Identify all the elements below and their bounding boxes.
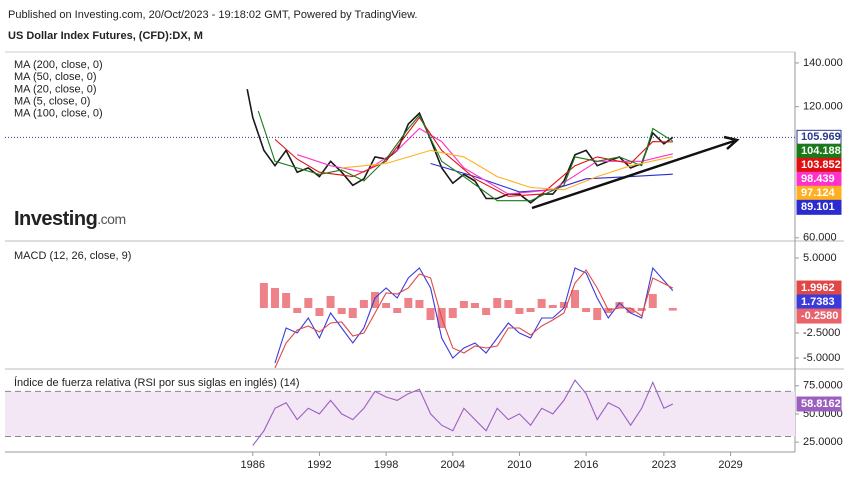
y-tick-label: -5.0000 xyxy=(803,352,840,364)
x-tick-label: 1998 xyxy=(374,459,398,471)
histogram-bar xyxy=(337,308,346,314)
y-tick-label: 60.000 xyxy=(803,232,837,244)
legend-entry: MA (50, close, 0) xyxy=(14,71,97,83)
published-note: Published on Investing.com, 20/Oct/2023 … xyxy=(8,9,417,21)
value-box-label: 1.7383 xyxy=(801,296,835,308)
histogram-bar xyxy=(382,303,391,308)
series-line xyxy=(430,162,673,193)
value-box-label: 1.9962 xyxy=(801,282,835,294)
logo: Investing.com xyxy=(14,208,126,230)
value-box-label: 105.969 xyxy=(801,131,841,143)
x-tick-label: 2010 xyxy=(507,459,531,471)
histogram-bar xyxy=(548,305,557,308)
value-box xyxy=(796,396,842,412)
x-tick-label: 2016 xyxy=(574,459,598,471)
histogram-bar xyxy=(471,303,479,308)
value-box-label: 103.852 xyxy=(801,159,841,171)
series-line xyxy=(274,116,673,197)
histogram-bar xyxy=(371,292,379,308)
histogram-bar xyxy=(459,301,468,308)
histogram-bar xyxy=(668,308,677,311)
panel xyxy=(246,89,674,204)
x-tick-label: 2023 xyxy=(652,459,676,471)
histogram-bar xyxy=(282,293,291,308)
histogram-bar xyxy=(493,298,502,308)
histogram-bar xyxy=(304,298,313,308)
histogram-bar xyxy=(259,283,268,308)
series-line xyxy=(257,110,674,202)
histogram-bar xyxy=(648,294,657,308)
histogram-bar xyxy=(593,308,602,320)
series-line xyxy=(341,149,673,191)
y-tick-label: 140.000 xyxy=(803,57,843,69)
histogram-bar xyxy=(448,308,457,318)
panel xyxy=(259,266,677,368)
logo-suffix: .com xyxy=(97,211,125,227)
trendline-arrow xyxy=(723,135,740,150)
series-line xyxy=(274,269,674,368)
histogram-bar xyxy=(571,290,579,308)
y-tick-label: 75.0000 xyxy=(803,380,843,392)
logo-main: Investing xyxy=(14,208,97,230)
histogram-bar xyxy=(559,302,568,308)
y-tick-label: 120.000 xyxy=(803,101,843,113)
legend-entry: MA (20, close, 0) xyxy=(14,83,97,95)
histogram-bar xyxy=(293,308,302,313)
histogram-bar xyxy=(615,302,624,308)
histogram-bar xyxy=(393,308,402,313)
histogram-bar xyxy=(426,308,435,320)
histogram-bar xyxy=(415,300,424,308)
legend-entry: MA (200, close, 0) xyxy=(14,59,103,71)
histogram-bar xyxy=(326,296,335,308)
value-box-label: -0.2580 xyxy=(801,310,838,322)
histogram-bar xyxy=(626,308,635,313)
legend-entry: MA (5, close, 0) xyxy=(14,96,90,108)
y-tick-label: 25.0000 xyxy=(803,436,843,448)
histogram-bar xyxy=(482,308,491,315)
panel-title: MACD (12, 26, close, 9) xyxy=(14,250,131,262)
histogram-bar xyxy=(637,308,646,311)
panel-title: Índice de fuerza relativa (RSI por sus s… xyxy=(14,376,300,389)
histogram-bar xyxy=(526,308,535,312)
value-box-label: 58.8162 xyxy=(801,398,841,410)
instrument-title: US Dollar Index Futures, (CFD):DX, M xyxy=(8,30,203,42)
panel xyxy=(5,379,795,446)
histogram-bar xyxy=(515,308,524,314)
histogram-bar xyxy=(348,308,357,318)
histogram-bar xyxy=(271,288,279,308)
value-box-label: 104.188 xyxy=(801,145,841,157)
x-tick-label: 1986 xyxy=(241,459,265,471)
histogram-bar xyxy=(504,300,513,308)
series-line xyxy=(246,89,674,204)
trendline xyxy=(531,139,735,210)
histogram-bar xyxy=(582,308,591,312)
value-box-label: 89.101 xyxy=(801,201,835,213)
histogram-bar xyxy=(315,308,324,316)
value-box xyxy=(796,199,842,215)
value-box-label: 98.439 xyxy=(801,173,835,185)
x-tick-label: 2004 xyxy=(441,459,465,471)
legend-entry: MA (100, close, 0) xyxy=(14,108,103,120)
y-tick-label: -2.5000 xyxy=(803,327,840,339)
series-line xyxy=(274,266,674,364)
x-tick-label: 2029 xyxy=(718,459,742,471)
histogram-bar xyxy=(537,299,546,308)
series-line xyxy=(252,379,674,446)
value-box-label: 97.124 xyxy=(801,187,836,199)
y-tick-label: 5.0000 xyxy=(803,252,837,264)
x-tick-label: 1992 xyxy=(307,459,331,471)
value-box xyxy=(796,308,842,324)
histogram-bar xyxy=(404,298,413,308)
histogram-bar xyxy=(359,300,368,308)
